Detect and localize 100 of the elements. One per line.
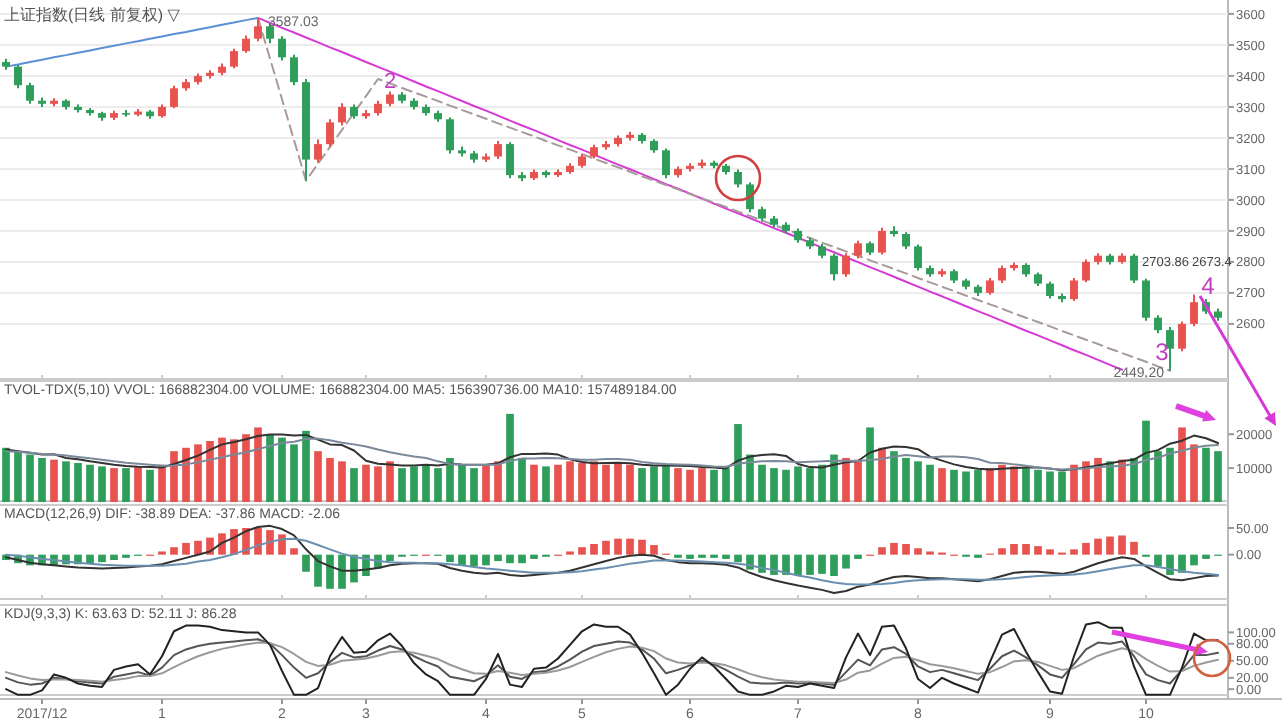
candlestick bbox=[1178, 320, 1186, 353]
bar bbox=[782, 469, 790, 502]
bar bbox=[686, 469, 694, 502]
candlestick bbox=[254, 16, 262, 43]
bar bbox=[650, 466, 658, 502]
bar bbox=[482, 554, 490, 566]
bar bbox=[602, 464, 610, 502]
bar bbox=[386, 461, 394, 502]
bar bbox=[74, 463, 82, 502]
candlestick bbox=[1130, 252, 1138, 284]
bar bbox=[26, 454, 34, 502]
bar bbox=[1022, 544, 1030, 555]
bar bbox=[830, 554, 838, 576]
bar bbox=[782, 554, 790, 575]
bar bbox=[842, 457, 850, 502]
bar bbox=[278, 437, 286, 502]
bar bbox=[1190, 444, 1198, 502]
candlestick bbox=[1082, 258, 1090, 284]
candlestick bbox=[506, 141, 514, 180]
bar bbox=[926, 464, 934, 502]
bar bbox=[1214, 451, 1222, 502]
bar bbox=[110, 554, 118, 560]
bar bbox=[614, 538, 622, 555]
candlestick bbox=[914, 243, 922, 272]
bar bbox=[398, 468, 406, 502]
bar bbox=[302, 554, 310, 572]
bar bbox=[734, 554, 742, 563]
bar bbox=[638, 539, 646, 555]
bar bbox=[266, 530, 274, 555]
bar bbox=[326, 554, 334, 589]
bar bbox=[794, 466, 802, 502]
bar bbox=[1130, 457, 1138, 502]
bar bbox=[1094, 457, 1102, 502]
bar bbox=[242, 434, 250, 502]
line-series bbox=[5, 524, 1219, 595]
bar bbox=[206, 441, 214, 502]
bar bbox=[230, 439, 238, 502]
bar bbox=[578, 463, 586, 502]
candlestick bbox=[26, 81, 34, 105]
candlestick bbox=[1190, 293, 1198, 328]
bar bbox=[1202, 447, 1210, 502]
bar bbox=[902, 457, 910, 502]
bar bbox=[1046, 471, 1054, 502]
bar bbox=[674, 468, 682, 502]
bar bbox=[146, 469, 154, 502]
bar bbox=[158, 464, 166, 502]
bar bbox=[458, 464, 466, 502]
bar bbox=[590, 544, 598, 555]
bar bbox=[1166, 447, 1174, 502]
candlestick bbox=[830, 252, 838, 282]
bar bbox=[722, 468, 730, 502]
candlestick bbox=[446, 116, 454, 155]
bar bbox=[62, 461, 70, 502]
bar bbox=[878, 547, 886, 555]
bar bbox=[2, 447, 10, 502]
bar bbox=[38, 457, 46, 502]
bar bbox=[842, 554, 850, 569]
candlestick bbox=[314, 138, 322, 164]
bar bbox=[698, 468, 706, 502]
bar bbox=[14, 451, 22, 502]
bar bbox=[506, 554, 514, 564]
bar bbox=[314, 554, 322, 587]
bar bbox=[1118, 535, 1126, 555]
bar bbox=[1154, 451, 1162, 502]
bar bbox=[590, 461, 598, 502]
candlestick bbox=[278, 35, 286, 62]
bar bbox=[98, 466, 106, 502]
bar bbox=[614, 463, 622, 502]
bar bbox=[278, 534, 286, 555]
bar bbox=[494, 461, 502, 502]
bar bbox=[854, 459, 862, 502]
bar bbox=[1130, 541, 1138, 555]
candlestick bbox=[1070, 277, 1078, 302]
annotation: 3 bbox=[1155, 338, 1170, 366]
bar bbox=[194, 444, 202, 502]
bar bbox=[170, 547, 178, 555]
bar bbox=[350, 468, 358, 502]
bar bbox=[518, 457, 526, 502]
bar bbox=[530, 464, 538, 502]
candlestick bbox=[662, 147, 670, 180]
bar bbox=[914, 548, 922, 555]
bar bbox=[98, 554, 106, 563]
candlestick bbox=[230, 47, 238, 70]
bar bbox=[962, 471, 970, 502]
bar bbox=[326, 457, 334, 502]
bar bbox=[218, 437, 226, 502]
bar bbox=[1142, 420, 1150, 502]
bar bbox=[314, 451, 322, 502]
candlestick bbox=[14, 64, 22, 90]
bar bbox=[482, 464, 490, 502]
bar bbox=[170, 451, 178, 502]
bar bbox=[878, 447, 886, 502]
chart-title: 上证指数(日线 前复权) ▽ bbox=[4, 6, 182, 24]
candlestick bbox=[1142, 277, 1150, 322]
bar bbox=[338, 554, 346, 589]
bar bbox=[818, 464, 826, 502]
bar bbox=[650, 545, 658, 555]
bar bbox=[470, 468, 478, 502]
bar bbox=[254, 528, 262, 555]
bar bbox=[86, 464, 94, 502]
